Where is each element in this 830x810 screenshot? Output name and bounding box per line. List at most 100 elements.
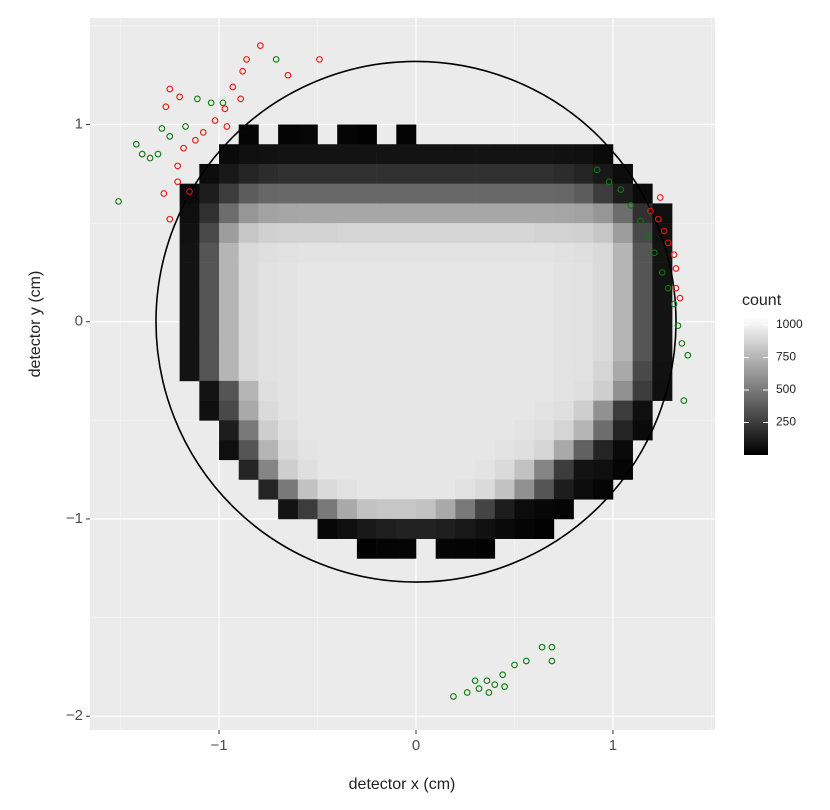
heat-cell (258, 262, 279, 283)
heat-cell (415, 302, 436, 323)
heat-cell (199, 203, 220, 224)
point (680, 397, 688, 404)
heat-cell (238, 459, 259, 480)
point (166, 215, 174, 223)
heat-cell (475, 321, 496, 342)
heat-cell (337, 361, 358, 382)
heat-cell (455, 321, 476, 342)
heat-cell (553, 183, 574, 204)
point (654, 215, 662, 223)
heat-cell (376, 183, 397, 204)
heat-cell (219, 262, 240, 283)
heat-cell (534, 400, 555, 421)
heat-cell (612, 400, 633, 421)
heat-cell (415, 242, 436, 263)
heat-cell (219, 380, 240, 401)
heat-cell (297, 440, 318, 461)
heat-cell (317, 282, 338, 303)
heat-cell (199, 321, 220, 342)
heat-cell (494, 400, 515, 421)
point (223, 123, 231, 130)
heat-cell (396, 499, 417, 520)
heat-cell (238, 262, 259, 283)
heat-cell (376, 144, 397, 165)
heat-cell (435, 321, 456, 342)
heat-cell (179, 242, 200, 263)
heat-cell (278, 144, 299, 165)
heat-cell (297, 380, 318, 401)
heat-cell (593, 341, 614, 362)
heat-cell (494, 479, 515, 500)
point (146, 154, 154, 162)
heat-cell (258, 163, 279, 184)
y-tick-label: 1 (75, 115, 83, 132)
heat-cell (376, 479, 397, 500)
heat-cell (534, 459, 555, 480)
heat-cell (337, 302, 358, 323)
heat-cell (415, 361, 436, 382)
heat-cell (573, 440, 594, 461)
heat-cell (278, 479, 299, 500)
heat-cell (435, 499, 456, 520)
heat-cell (317, 203, 338, 224)
heat-cell (179, 321, 200, 342)
heat-cell (396, 163, 417, 184)
heat-cell (199, 183, 220, 204)
heat-cell (179, 223, 200, 244)
point (538, 643, 546, 651)
circle-outline (155, 60, 677, 583)
point (207, 99, 215, 107)
point (194, 95, 201, 103)
heat-cell (356, 183, 377, 204)
point (180, 144, 187, 152)
heat-cell (219, 144, 240, 165)
heat-cell (219, 282, 240, 303)
heat-cell (396, 183, 417, 204)
heat-cell (317, 420, 338, 441)
heat-cell (356, 262, 377, 283)
heat-cell (356, 518, 377, 539)
heat-cell (376, 341, 397, 362)
heat-cell (317, 380, 338, 401)
heat-cell (632, 302, 653, 323)
heat-cell (356, 538, 377, 559)
heat-cell (494, 144, 515, 165)
heat-cell (396, 242, 417, 263)
point (243, 56, 250, 63)
heat-cell (553, 262, 574, 283)
point (548, 643, 556, 651)
heat-cell (396, 420, 417, 441)
heat-cell (494, 203, 515, 224)
heat-cell (396, 538, 417, 559)
heat-cell (356, 321, 377, 342)
heat-cell (652, 203, 673, 224)
heat-cell (455, 183, 476, 204)
heat-cell (415, 341, 436, 362)
heat-cell (238, 440, 259, 461)
heat-cell (238, 124, 259, 145)
point (664, 284, 672, 292)
heat-cell (179, 282, 200, 303)
heat-cell (297, 144, 318, 165)
heat-cell (475, 380, 496, 401)
heat-cell (573, 420, 594, 441)
heat-cell (396, 440, 417, 461)
heat-cell (356, 163, 377, 184)
heat-cell (278, 203, 299, 224)
heat-cell (475, 242, 496, 263)
heat-cell (337, 518, 358, 539)
heat-cell (258, 440, 279, 461)
heat-cell (258, 203, 279, 224)
heat-cell (415, 203, 436, 224)
heat-cell (258, 380, 279, 401)
heat-cell (475, 538, 496, 559)
heat-cell (652, 262, 673, 283)
heat-cell (514, 282, 535, 303)
heat-cell (278, 163, 299, 184)
heat-cell (278, 242, 299, 263)
heat-cell (415, 518, 436, 539)
heat-cell (396, 518, 417, 539)
point (199, 129, 207, 136)
x-axis-title: detector x (cm) (349, 776, 456, 793)
heat-cell (612, 440, 633, 461)
